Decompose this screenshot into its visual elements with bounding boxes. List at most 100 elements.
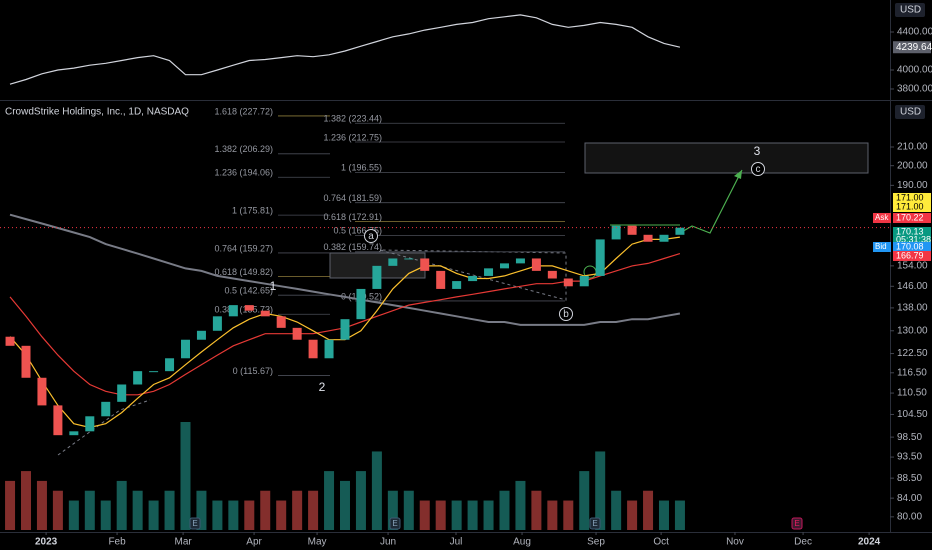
candle [356, 288, 366, 320]
currency-label: USD [900, 5, 921, 16]
wave-label: 1 [270, 279, 277, 293]
x-tick-label: Jun [380, 537, 396, 548]
circled-label: a [368, 231, 374, 242]
fib-label: 0.618 (149.82) [214, 267, 273, 277]
earnings-badge [389, 517, 401, 530]
volume-bar [116, 480, 127, 530]
price-label-box [893, 213, 931, 223]
dashed-trend [57, 399, 151, 456]
candle [627, 225, 637, 235]
volume-bar [68, 500, 79, 530]
candle [388, 258, 398, 266]
y-tick-label: 116.50 [897, 367, 927, 378]
y-tick-label: 110.50 [897, 388, 927, 399]
price-tag: Bid [875, 242, 887, 251]
candle [21, 345, 31, 378]
target-box [584, 142, 869, 174]
y-tick-label: 190.00 [897, 180, 928, 191]
volume-bar [52, 490, 63, 530]
y-tick-label: 88.50 [897, 473, 922, 484]
price-label: 171.00 [896, 192, 924, 202]
candle [101, 401, 111, 417]
price-tag-box [873, 213, 891, 223]
candle [149, 371, 159, 373]
moving-average [9, 213, 681, 326]
volume-bar [276, 500, 287, 530]
candle [659, 234, 669, 242]
fib-label: 1 (196.55) [341, 163, 382, 173]
volume-bar [20, 471, 31, 530]
y-tick-label: 84.00 [897, 493, 922, 504]
candle [53, 405, 63, 436]
volume-bar [515, 480, 526, 530]
volume-bar [563, 500, 574, 530]
y-tick-label: 3800.00 [897, 84, 932, 95]
y-tick-label: 122.50 [897, 348, 928, 359]
volume-bar [419, 500, 430, 530]
fib-label: 0.618 (172.91) [323, 212, 382, 222]
candle [5, 336, 15, 346]
candle [276, 316, 286, 328]
candle [675, 227, 685, 235]
volume-bar [531, 490, 542, 530]
price-label-box [893, 193, 931, 203]
candle [611, 225, 621, 240]
candle [308, 339, 318, 359]
volume-bar [483, 500, 494, 530]
y-tick-label: 4000.00 [897, 65, 932, 76]
candle [180, 339, 190, 359]
earnings-label: E [392, 519, 397, 528]
x-tick-label: Nov [726, 537, 744, 548]
candle [85, 416, 95, 432]
wave-label: 3 [754, 144, 761, 158]
x-tick-label: 2024 [858, 537, 881, 548]
volume-bar [595, 451, 606, 530]
volume-bar [371, 451, 382, 530]
price-label-box [893, 251, 931, 261]
candle [595, 239, 605, 276]
volume-bar [148, 500, 159, 530]
y-tick-label: 93.50 [897, 452, 922, 463]
price-label: 170.22 [896, 212, 924, 222]
x-tick-label: Mar [174, 537, 192, 548]
candle [643, 234, 653, 242]
y-tick-label: 80.00 [897, 511, 922, 522]
x-tick-label: Jul [450, 537, 463, 548]
volume-bar [228, 500, 239, 530]
fib-label: 0.382 (159.74) [323, 242, 382, 252]
volume-bar [435, 500, 446, 530]
volume-bar [212, 500, 223, 530]
y-tick-label: 200.00 [897, 160, 928, 171]
candle [196, 330, 206, 340]
candle [420, 258, 430, 271]
circled-label: c [756, 164, 761, 175]
price-tag: Ask [875, 213, 889, 222]
y-tick-label: 4400.00 [897, 27, 932, 38]
candle [547, 270, 557, 279]
candle [372, 265, 382, 289]
volume-bar [324, 471, 335, 530]
price-label-box [893, 202, 931, 212]
wave-label: 2 [319, 380, 326, 394]
volume-bar [180, 422, 191, 530]
fib-label: 1.236 (212.75) [323, 132, 382, 142]
volume-bar [36, 480, 47, 530]
fib-label: 1.236 (194.06) [214, 168, 273, 178]
fib-label: 0.764 (159.27) [214, 243, 273, 253]
comparison-line [9, 14, 681, 85]
price-label-box [893, 242, 931, 252]
last-value-box [893, 41, 931, 54]
fib-label: 1 (175.81) [232, 205, 273, 215]
candle [340, 319, 350, 340]
x-tick-label: Feb [108, 537, 126, 548]
candle [37, 377, 47, 406]
volume-bar [84, 490, 95, 530]
candle [531, 258, 541, 271]
candle [133, 371, 143, 385]
y-tick-label: 130.00 [897, 325, 928, 336]
x-tick-label: Sep [587, 537, 605, 548]
wave-circle [559, 307, 573, 321]
volume-bar [499, 490, 510, 530]
